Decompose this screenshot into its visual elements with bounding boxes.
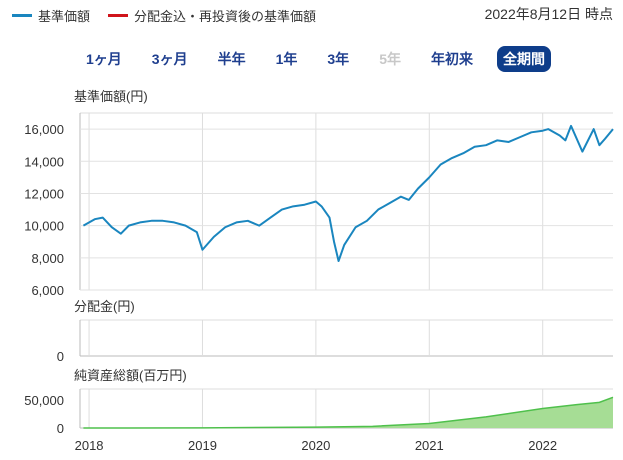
legend-line-reinvested [108, 14, 129, 17]
legend-item-reinvested: 分配金込・再投資後の基準価額 [108, 6, 316, 25]
y-tick-label: 6,000 [31, 283, 64, 298]
y-tick-label: 14,000 [24, 154, 64, 169]
x-tick-label: 2018 [75, 438, 104, 453]
tab-3-months[interactable]: 3ヶ月 [151, 51, 188, 67]
net-assets-line [83, 396, 614, 429]
x-tick-label: 2021 [415, 438, 444, 453]
y-axis-label: 基準価額(円) [74, 89, 148, 104]
y-axis-label: 分配金(円) [74, 299, 135, 314]
legend-label-reinvested: 分配金込・再投資後の基準価額 [134, 9, 317, 24]
y-tick-label: 8,000 [31, 251, 64, 266]
legend: 基準価額 分配金込・再投資後の基準価額 [12, 6, 334, 25]
x-tick-label: 2020 [301, 438, 330, 453]
as-of-date: 2022年8月12日 時点 [484, 6, 613, 22]
y-tick-label: 12,000 [24, 186, 64, 201]
net-assets-area [83, 397, 613, 428]
y-tick-label: 0 [57, 421, 64, 436]
legend-item-nav: 基準価額 [12, 6, 90, 25]
tab-year-to-date[interactable]: 年初来 [430, 51, 473, 67]
legend-label-nav: 基準価額 [38, 9, 91, 24]
y-axis-label: 純資産総額(百万円) [74, 368, 187, 383]
y-tick-label: 0 [57, 349, 64, 364]
y-tick-label: 16,000 [24, 122, 64, 137]
legend-line-nav [12, 14, 32, 17]
y-tick-label: 50,000 [24, 393, 64, 408]
tab-1-month[interactable]: 1ヶ月 [86, 51, 122, 67]
tab-1-year[interactable]: 1年 [275, 51, 298, 67]
tab-all-period[interactable]: 全期間 [496, 46, 551, 72]
x-tick-label: 2022 [528, 438, 557, 453]
y-tick-label: 10,000 [24, 219, 64, 234]
period-tabs: 1ヶ月 3ヶ月 半年 1年 3年 5年 年初来 全期間 [80, 46, 569, 74]
tab-5-years: 5年 [379, 51, 401, 67]
tab-3-years[interactable]: 3年 [327, 51, 350, 67]
tab-half-year[interactable]: 半年 [217, 51, 246, 67]
x-tick-label: 2019 [188, 438, 217, 453]
nav-series-line [82, 124, 614, 263]
